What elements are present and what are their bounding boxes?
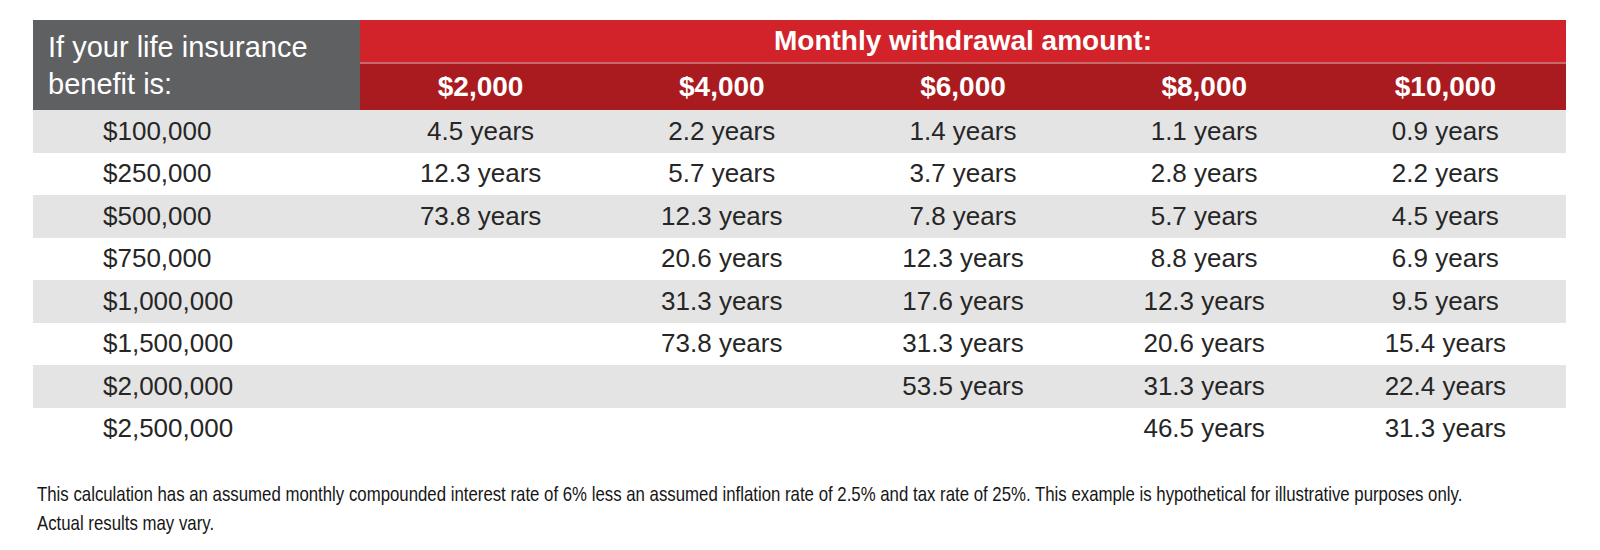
column-header: $2,000	[360, 64, 601, 110]
value-cell	[601, 365, 842, 408]
table-row: $1,000,000 31.3 years 17.6 years 12.3 ye…	[33, 280, 1566, 323]
value-cell: 9.5 years	[1325, 280, 1566, 323]
value-cell	[360, 365, 601, 408]
withdrawal-header-group: Monthly withdrawal amount: $2,000 $4,000…	[360, 20, 1566, 110]
value-cell	[360, 238, 601, 281]
value-cell: 5.7 years	[1084, 195, 1325, 238]
table-row: $100,000 4.5 years 2.2 years 1.4 years 1…	[33, 110, 1566, 153]
benefit-cell: $500,000	[33, 195, 360, 238]
value-cell: 31.3 years	[1084, 365, 1325, 408]
value-cell	[360, 280, 601, 323]
value-cell: 6.9 years	[1325, 238, 1566, 281]
benefit-column-header: If your life insurance benefit is:	[33, 20, 360, 110]
value-cell: 7.8 years	[842, 195, 1083, 238]
value-cell: 53.5 years	[842, 365, 1083, 408]
value-cell: 1.1 years	[1084, 110, 1325, 153]
value-cell	[842, 408, 1083, 451]
benefit-cell: $1,500,000	[33, 323, 360, 366]
benefit-cell: $1,000,000	[33, 280, 360, 323]
benefit-cell: $750,000	[33, 238, 360, 281]
footnote-line2: Actual results may vary.	[37, 508, 1462, 537]
value-cell: 12.3 years	[1084, 280, 1325, 323]
column-header: $4,000	[601, 64, 842, 110]
value-cell: 17.6 years	[842, 280, 1083, 323]
value-cell: 12.3 years	[360, 153, 601, 196]
value-cell: 8.8 years	[1084, 238, 1325, 281]
table-row: $250,000 12.3 years 5.7 years 3.7 years …	[33, 153, 1566, 196]
benefit-cell: $2,000,000	[33, 365, 360, 408]
value-cell: 2.8 years	[1084, 153, 1325, 196]
footnote: This calculation has an assumed monthly …	[37, 479, 1600, 537]
value-cell: 22.4 years	[1325, 365, 1566, 408]
value-cell: 2.2 years	[1325, 153, 1566, 196]
value-cell	[601, 408, 842, 451]
value-cell: 1.4 years	[842, 110, 1083, 153]
value-cell: 31.3 years	[601, 280, 842, 323]
table-row: $2,000,000 53.5 years 31.3 years 22.4 ye…	[33, 365, 1566, 408]
value-cell: 4.5 years	[1325, 195, 1566, 238]
group-header: Monthly withdrawal amount:	[360, 20, 1566, 62]
value-cell: 4.5 years	[360, 110, 601, 153]
value-cell: 73.8 years	[360, 195, 601, 238]
value-cell: 2.2 years	[601, 110, 842, 153]
value-cell: 20.6 years	[601, 238, 842, 281]
value-cell: 15.4 years	[1325, 323, 1566, 366]
column-header: $8,000	[1084, 64, 1325, 110]
table-row: $1,500,000 73.8 years 31.3 years 20.6 ye…	[33, 323, 1566, 366]
value-cell: 31.3 years	[1325, 408, 1566, 451]
value-cell	[360, 323, 601, 366]
value-cell: 12.3 years	[601, 195, 842, 238]
table-header: If your life insurance benefit is: Month…	[33, 20, 1566, 110]
table-body: $100,000 4.5 years 2.2 years 1.4 years 1…	[33, 110, 1566, 450]
benefit-cell: $250,000	[33, 153, 360, 196]
value-cell: 0.9 years	[1325, 110, 1566, 153]
value-cell: 5.7 years	[601, 153, 842, 196]
table-row: $2,500,000 46.5 years 31.3 years	[33, 408, 1566, 451]
value-cell: 3.7 years	[842, 153, 1083, 196]
table-row: $500,000 73.8 years 12.3 years 7.8 years…	[33, 195, 1566, 238]
value-cell: 31.3 years	[842, 323, 1083, 366]
column-header: $6,000	[842, 64, 1083, 110]
footnote-line1: This calculation has an assumed monthly …	[37, 479, 1462, 508]
value-cell: 46.5 years	[1084, 408, 1325, 451]
value-cell: 73.8 years	[601, 323, 842, 366]
table-row: $750,000 20.6 years 12.3 years 8.8 years…	[33, 238, 1566, 281]
withdrawal-duration-table: If your life insurance benefit is: Month…	[33, 20, 1566, 450]
benefit-cell: $100,000	[33, 110, 360, 153]
benefit-header-line2: benefit is:	[48, 66, 360, 103]
column-headers-row: $2,000 $4,000 $6,000 $8,000 $10,000	[360, 62, 1566, 110]
benefit-header-line1: If your life insurance	[48, 29, 360, 66]
benefit-cell: $2,500,000	[33, 408, 360, 451]
value-cell: 12.3 years	[842, 238, 1083, 281]
value-cell	[360, 408, 601, 451]
column-header: $10,000	[1325, 64, 1566, 110]
value-cell: 20.6 years	[1084, 323, 1325, 366]
